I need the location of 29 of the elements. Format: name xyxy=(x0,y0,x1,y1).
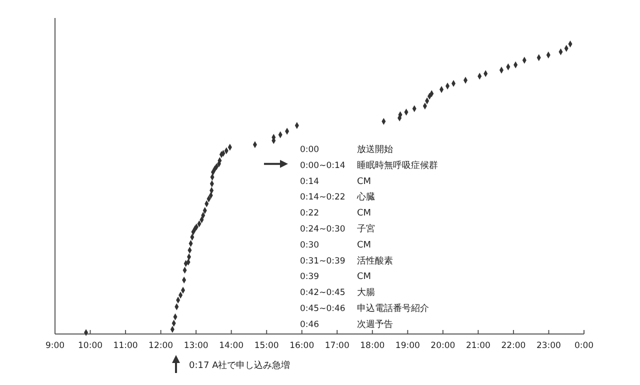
text: 0:45~0:46 申込電話番号紹介 xyxy=(300,304,429,314)
x-tick-label: 18:00 xyxy=(360,341,385,351)
x-tick-label: 14:00 xyxy=(219,341,244,351)
text: 0:46 次週予告 xyxy=(300,320,393,330)
x-tick-label: 12:00 xyxy=(148,341,174,351)
text: 0:39 CM xyxy=(300,272,372,282)
x-tick-label: 9:00 xyxy=(45,341,65,351)
x-tick-label: 21:00 xyxy=(466,341,490,351)
x-tick-label: 17:00 xyxy=(324,341,350,351)
text: 0:30 CM xyxy=(300,240,372,250)
text: 0:14 CM xyxy=(300,176,372,187)
text: 0:17 A社で申し込み急増 xyxy=(189,360,290,371)
x-tick-label: 19:00 xyxy=(395,341,420,351)
x-tick-label: 23:00 xyxy=(536,341,561,351)
x-tick-label: 11:00 xyxy=(113,341,138,351)
text: 0:24~0:30 子宮 xyxy=(300,224,375,234)
text: 0:14~0:22 心臓 xyxy=(300,192,375,203)
x-tick-label: 20:00 xyxy=(430,341,456,351)
text: 0:22 CM xyxy=(300,208,372,219)
x-tick-label: 22:00 xyxy=(501,341,526,351)
text: 0:00 放送開始 xyxy=(300,145,393,155)
text: 0:31~0:39 活性酸素 xyxy=(300,256,393,266)
text: 0:42~0:45 大腸 xyxy=(300,288,375,298)
x-tick-label: 15:00 xyxy=(254,341,279,351)
text: 0:00~0:14 睡眠時無呼吸症候群 xyxy=(300,160,438,171)
x-tick-label: 16:00 xyxy=(290,341,314,351)
x-tick-label: 0:00 xyxy=(574,341,594,351)
x-tick-label: 13:00 xyxy=(184,341,208,351)
x-tick-label: 10:00 xyxy=(78,341,103,351)
